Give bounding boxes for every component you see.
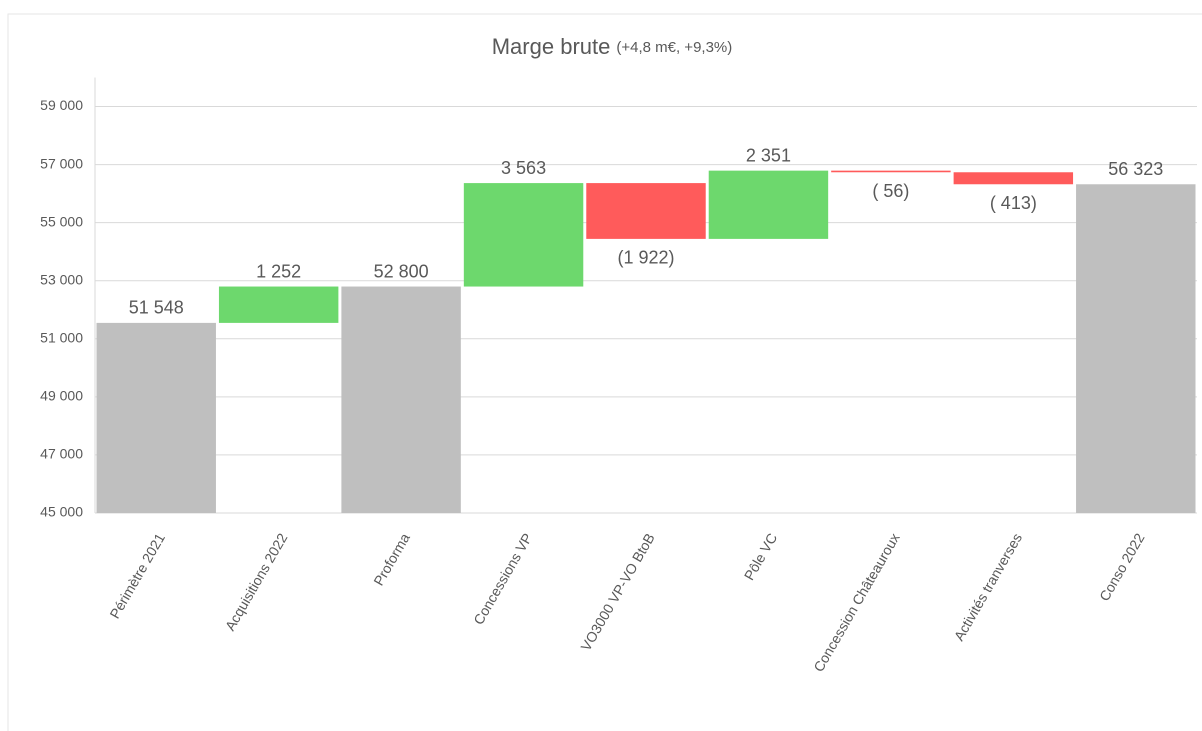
data-label: 56 323 bbox=[1108, 159, 1163, 179]
data-label: ( 56) bbox=[872, 181, 909, 201]
bar bbox=[953, 172, 1074, 185]
x-tick-label: Concessions VP bbox=[470, 530, 535, 627]
y-tick-label: 45 000 bbox=[40, 504, 83, 520]
x-tick-label: Activités tranverses bbox=[951, 530, 1026, 643]
chart-frame bbox=[7, 13, 1202, 731]
bar bbox=[586, 183, 706, 239]
bar bbox=[96, 322, 216, 513]
bar bbox=[831, 170, 951, 173]
x-tick-label: Acquisitions 2022 bbox=[222, 530, 291, 633]
x-tick-label: Périmètre 2021 bbox=[106, 530, 168, 621]
chart-subtitle: (+4,8 m€, +9,3%) bbox=[616, 39, 732, 56]
y-tick-label: 51 000 bbox=[40, 330, 83, 346]
bar bbox=[218, 286, 339, 323]
x-tick-label: Concession Châteauroux bbox=[810, 530, 902, 674]
y-tick-label: 57 000 bbox=[40, 155, 83, 171]
bar bbox=[708, 170, 829, 239]
x-tick-label: Pôle VC bbox=[741, 530, 781, 582]
y-tick-label: 47 000 bbox=[40, 446, 83, 462]
chart-heading: Marge brute (+4,8 m€, +9,3%) bbox=[492, 34, 733, 59]
bar bbox=[1076, 184, 1196, 514]
data-label: 51 548 bbox=[129, 298, 184, 318]
chart-title: Marge brute bbox=[492, 34, 611, 59]
data-label: 1 252 bbox=[256, 261, 301, 281]
x-tick-label: Proforma bbox=[370, 530, 413, 588]
data-label: (1 922) bbox=[617, 248, 674, 268]
bar bbox=[463, 183, 584, 287]
data-label: 2 351 bbox=[746, 145, 791, 165]
x-tick-label: VO3000 VP-VO BtoB bbox=[577, 530, 657, 653]
x-tick-label: Conso 2022 bbox=[1096, 530, 1148, 604]
y-tick-label: 59 000 bbox=[40, 97, 83, 113]
data-label: 52 800 bbox=[374, 261, 429, 281]
y-tick-label: 55 000 bbox=[40, 213, 83, 229]
bar bbox=[341, 286, 461, 513]
y-tick-label: 49 000 bbox=[40, 388, 83, 404]
y-tick-label: 53 000 bbox=[40, 271, 83, 287]
data-label: 3 563 bbox=[501, 158, 546, 178]
data-label: ( 413) bbox=[990, 193, 1037, 213]
